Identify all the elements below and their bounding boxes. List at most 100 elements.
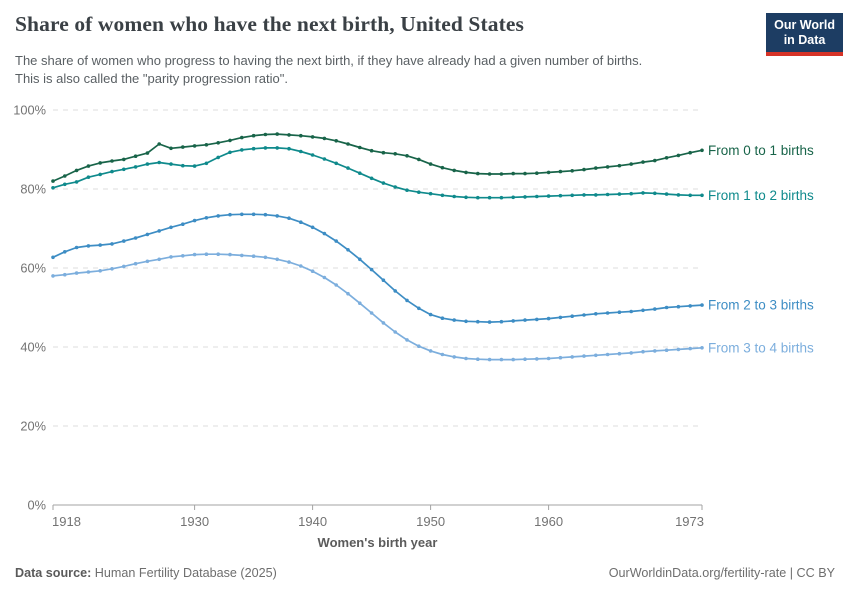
series-line xyxy=(52,253,703,361)
owid-credit-link[interactable]: OurWorldinData.org/fertility-rate | CC B… xyxy=(608,566,835,580)
data-point xyxy=(653,158,657,163)
data-point xyxy=(98,269,102,273)
data-point xyxy=(641,349,645,354)
data-point xyxy=(169,255,173,259)
data-point xyxy=(98,172,102,177)
data-point xyxy=(641,191,645,195)
data-point xyxy=(98,243,102,247)
owid-logo-line1: Our World xyxy=(774,18,835,32)
data-point xyxy=(594,193,598,197)
data-point xyxy=(216,141,220,145)
data-point xyxy=(181,145,185,149)
data-point xyxy=(63,174,67,178)
data-point xyxy=(145,151,150,155)
data-point xyxy=(358,171,362,175)
data-point xyxy=(700,346,704,350)
data-point xyxy=(322,275,327,280)
data-point xyxy=(334,239,339,243)
data-point xyxy=(523,357,527,362)
data-point xyxy=(417,306,421,311)
data-point xyxy=(310,135,315,139)
data-point xyxy=(440,352,445,357)
data-point xyxy=(381,150,386,155)
data-point xyxy=(287,216,291,220)
data-point xyxy=(63,182,67,187)
data-point xyxy=(511,319,515,323)
owid-logo: Our World in Data xyxy=(766,13,843,56)
data-point xyxy=(145,232,150,237)
data-point xyxy=(582,167,586,172)
data-point xyxy=(700,148,704,153)
data-point xyxy=(216,252,220,256)
data-point xyxy=(487,195,492,200)
data-point xyxy=(263,212,268,217)
data-point xyxy=(251,254,256,258)
data-point xyxy=(74,271,79,275)
data-point xyxy=(192,144,197,148)
data-point xyxy=(476,357,480,362)
data-source-value: Human Fertility Database (2025) xyxy=(91,566,277,580)
series-from-2-to-3-births: From 2 to 3 births xyxy=(51,212,814,324)
x-axis-title: Women's birth year xyxy=(318,535,438,550)
data-point xyxy=(700,193,704,198)
data-point xyxy=(393,289,398,293)
data-point xyxy=(63,272,67,277)
data-point xyxy=(464,319,468,324)
data-point xyxy=(310,153,315,157)
data-point xyxy=(381,181,386,185)
data-point xyxy=(275,214,280,218)
data-point xyxy=(263,255,268,260)
data-point xyxy=(287,260,291,264)
data-point xyxy=(417,344,421,348)
data-point xyxy=(605,311,610,315)
data-point xyxy=(393,330,398,334)
data-point xyxy=(86,164,91,168)
data-point xyxy=(440,316,445,320)
data-point xyxy=(157,257,161,262)
data-point xyxy=(334,139,339,143)
data-point xyxy=(299,149,303,154)
data-point xyxy=(464,195,468,200)
data-point xyxy=(381,321,386,325)
y-tick-label-40: 40% xyxy=(20,340,46,355)
data-point xyxy=(700,303,704,307)
data-point xyxy=(487,172,492,176)
data-point xyxy=(405,154,409,158)
data-point xyxy=(653,307,657,311)
data-point xyxy=(263,146,268,150)
data-point xyxy=(122,167,126,172)
data-point xyxy=(74,180,79,184)
data-point xyxy=(204,161,209,166)
data-point xyxy=(523,171,527,176)
data-point xyxy=(582,193,586,197)
data-point xyxy=(487,320,492,324)
data-point xyxy=(110,267,114,271)
data-point xyxy=(428,349,433,353)
y-tick-label-80: 80% xyxy=(20,182,46,197)
y-tick-label-60: 60% xyxy=(20,261,46,276)
data-point xyxy=(204,216,209,220)
data-point xyxy=(381,278,386,282)
data-point xyxy=(263,132,268,137)
data-point xyxy=(428,162,433,166)
data-point xyxy=(275,146,280,150)
data-point xyxy=(86,244,91,248)
series-end-label-from-2-to-3-births: From 2 to 3 births xyxy=(708,298,814,313)
data-point xyxy=(251,133,256,138)
data-point xyxy=(405,298,409,303)
data-point xyxy=(594,353,598,358)
data-point xyxy=(664,192,669,196)
data-point xyxy=(582,313,586,317)
data-point xyxy=(405,338,409,342)
data-point xyxy=(523,195,527,199)
data-point xyxy=(322,231,327,236)
data-point xyxy=(570,169,574,173)
data-source-label: Data source: xyxy=(15,566,92,580)
data-point xyxy=(487,357,492,362)
data-point xyxy=(145,162,150,166)
line-chart: 0% 20% 40% 60% 80% 100% 1918 1930 1940 1950 1960 19… xyxy=(13,103,814,551)
data-point xyxy=(476,319,480,324)
subtitle-line-2: This is also called the "parity progress… xyxy=(15,71,288,87)
series-line xyxy=(52,133,703,182)
data-point xyxy=(228,252,232,257)
